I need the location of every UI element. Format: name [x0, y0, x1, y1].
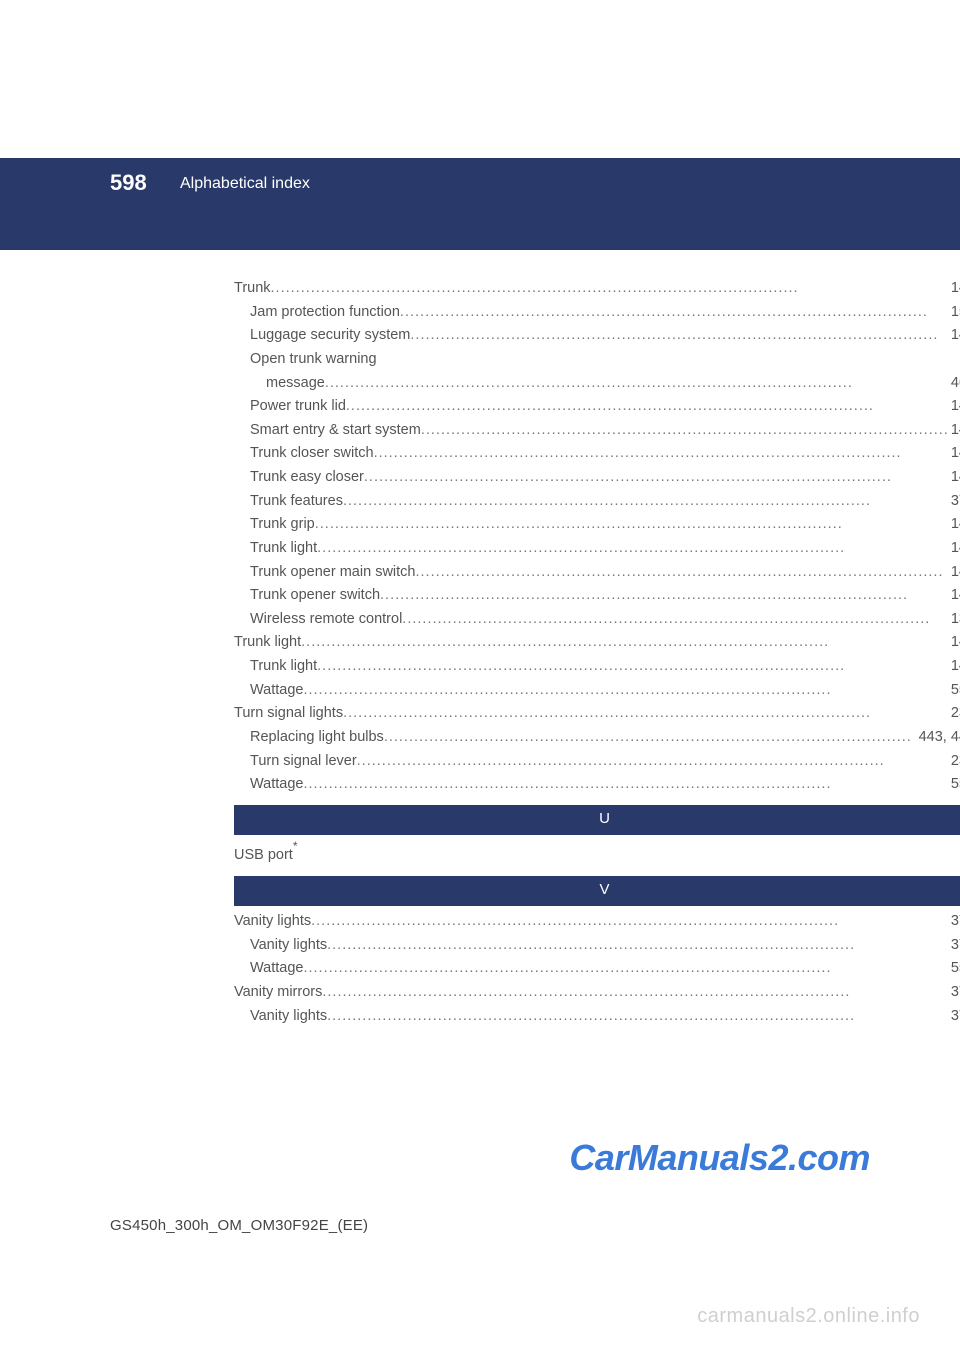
index-label: USB port* — [234, 839, 298, 867]
index-entry: Vanity lights 377 — [234, 910, 960, 934]
watermark-small: carmanuals2.online.info — [697, 1305, 920, 1328]
index-page: 148 — [949, 561, 960, 585]
index-label: Wattage — [234, 957, 303, 981]
index-entry: Turn signal lever 231 — [234, 750, 960, 774]
index-label: Vanity lights — [234, 910, 311, 934]
index-label: Trunk — [234, 277, 271, 301]
index-entry: Luggage security system 148 — [234, 324, 960, 348]
index-label: Replacing light bulbs — [234, 726, 384, 750]
index-label: Trunk opener main switch — [234, 561, 415, 585]
index-page: 443, 449 — [917, 726, 960, 750]
index-entry: Wireless remote control 134 — [234, 608, 960, 632]
index-page: 148 — [949, 324, 960, 348]
index-page: 146 — [949, 277, 960, 301]
index-entry: Smart entry & start system 146 — [234, 419, 960, 443]
page-number: 598 — [110, 170, 147, 196]
index-entry: Wattage 558 — [234, 957, 960, 981]
index-page: 148 — [949, 466, 960, 490]
index-page: 374 — [949, 490, 960, 514]
index-entry: Trunk easy closer 148 — [234, 466, 960, 490]
page-title: Alphabetical index — [180, 175, 310, 193]
section-letter-bar: V — [234, 876, 960, 906]
index-label: message — [234, 372, 325, 396]
index-label: Wattage — [234, 773, 303, 797]
index-entry: Jam protection function 151 — [234, 301, 960, 325]
index-label: Trunk closer switch — [234, 442, 374, 466]
index-page: 377 — [949, 1005, 960, 1029]
index-page: 146 — [949, 419, 960, 443]
index-entry: Trunk opener switch 146 — [234, 584, 960, 608]
index-page: 377 — [949, 981, 960, 1005]
index-page: 148 — [949, 537, 960, 561]
index-label: Vanity lights — [234, 1005, 327, 1029]
subheader-bar — [0, 218, 960, 250]
index-entry: Wattage 558 — [234, 679, 960, 703]
index-page: 231 — [949, 702, 960, 726]
index-columns: Trunk146Jam protection function151Luggag… — [234, 277, 860, 1108]
index-entry: Trunk opener main switch 148 — [234, 561, 960, 585]
index-label: Turn signal lever — [234, 750, 357, 774]
index-label: Power trunk lid — [234, 395, 346, 419]
index-label: Vanity mirrors — [234, 981, 322, 1005]
index-page: 148 — [949, 631, 960, 655]
index-entry: message 466 — [234, 372, 960, 396]
index-entry: Replacing light bulbs 443, 449 — [234, 726, 960, 750]
index-label: Trunk light — [234, 655, 317, 679]
index-page: 231 — [949, 750, 960, 774]
index-label: Trunk opener switch — [234, 584, 380, 608]
index-label: Trunk grip — [234, 513, 315, 537]
index-label: Trunk light — [234, 631, 301, 655]
index-label: Luggage security system — [234, 324, 410, 348]
index-entry: Trunk light 148 — [234, 631, 960, 655]
index-label: Trunk features — [234, 490, 343, 514]
column-left: Trunk146Jam protection function151Luggag… — [234, 277, 960, 1108]
index-page: 558 — [949, 679, 960, 703]
index-page: 377 — [949, 910, 960, 934]
index-page: 146 — [949, 584, 960, 608]
index-entry: Trunk 146 — [234, 277, 960, 301]
footer-code: GS450h_300h_OM_OM30F92E_(EE) — [110, 1217, 368, 1234]
index-page: 146 — [949, 395, 960, 419]
index-entry: Open trunk warning — [234, 348, 960, 372]
index-page: 558 — [949, 957, 960, 981]
index-label: Wireless remote control — [234, 608, 402, 632]
index-label: Vanity lights — [234, 934, 327, 958]
index-label: Wattage — [234, 679, 303, 703]
index-page: 134 — [949, 608, 960, 632]
watermark-carmanuals: CarManuals2.com — [569, 1137, 870, 1179]
index-page: 377 — [949, 934, 960, 958]
index-page: 151 — [949, 301, 960, 325]
index-label: Trunk easy closer — [234, 466, 364, 490]
index-entry: USB port* — [234, 839, 960, 867]
index-page: 148 — [949, 655, 960, 679]
index-page: 466 — [949, 372, 960, 396]
index-entry: Vanity mirrors 377 — [234, 981, 960, 1005]
index-entry: Trunk closer switch 147 — [234, 442, 960, 466]
index-entry: Trunk features 374 — [234, 490, 960, 514]
index-label: Turn signal lights — [234, 702, 343, 726]
index-page: 558 — [949, 773, 960, 797]
index-page: 147 — [949, 442, 960, 466]
index-label: Smart entry & start system — [234, 419, 421, 443]
index-label: Jam protection function — [234, 301, 400, 325]
index-entry: Trunk light 148 — [234, 537, 960, 561]
index-entry: Vanity lights 377 — [234, 934, 960, 958]
index-entry: Power trunk lid 146 — [234, 395, 960, 419]
index-entry: Vanity lights 377 — [234, 1005, 960, 1029]
index-entry: Wattage 558 — [234, 773, 960, 797]
index-entry: Trunk light 148 — [234, 655, 960, 679]
section-letter-bar: U — [234, 805, 960, 835]
index-page: 147 — [949, 513, 960, 537]
index-entry: Turn signal lights 231 — [234, 702, 960, 726]
index-label: Trunk light — [234, 537, 317, 561]
index-entry: Trunk grip 147 — [234, 513, 960, 537]
